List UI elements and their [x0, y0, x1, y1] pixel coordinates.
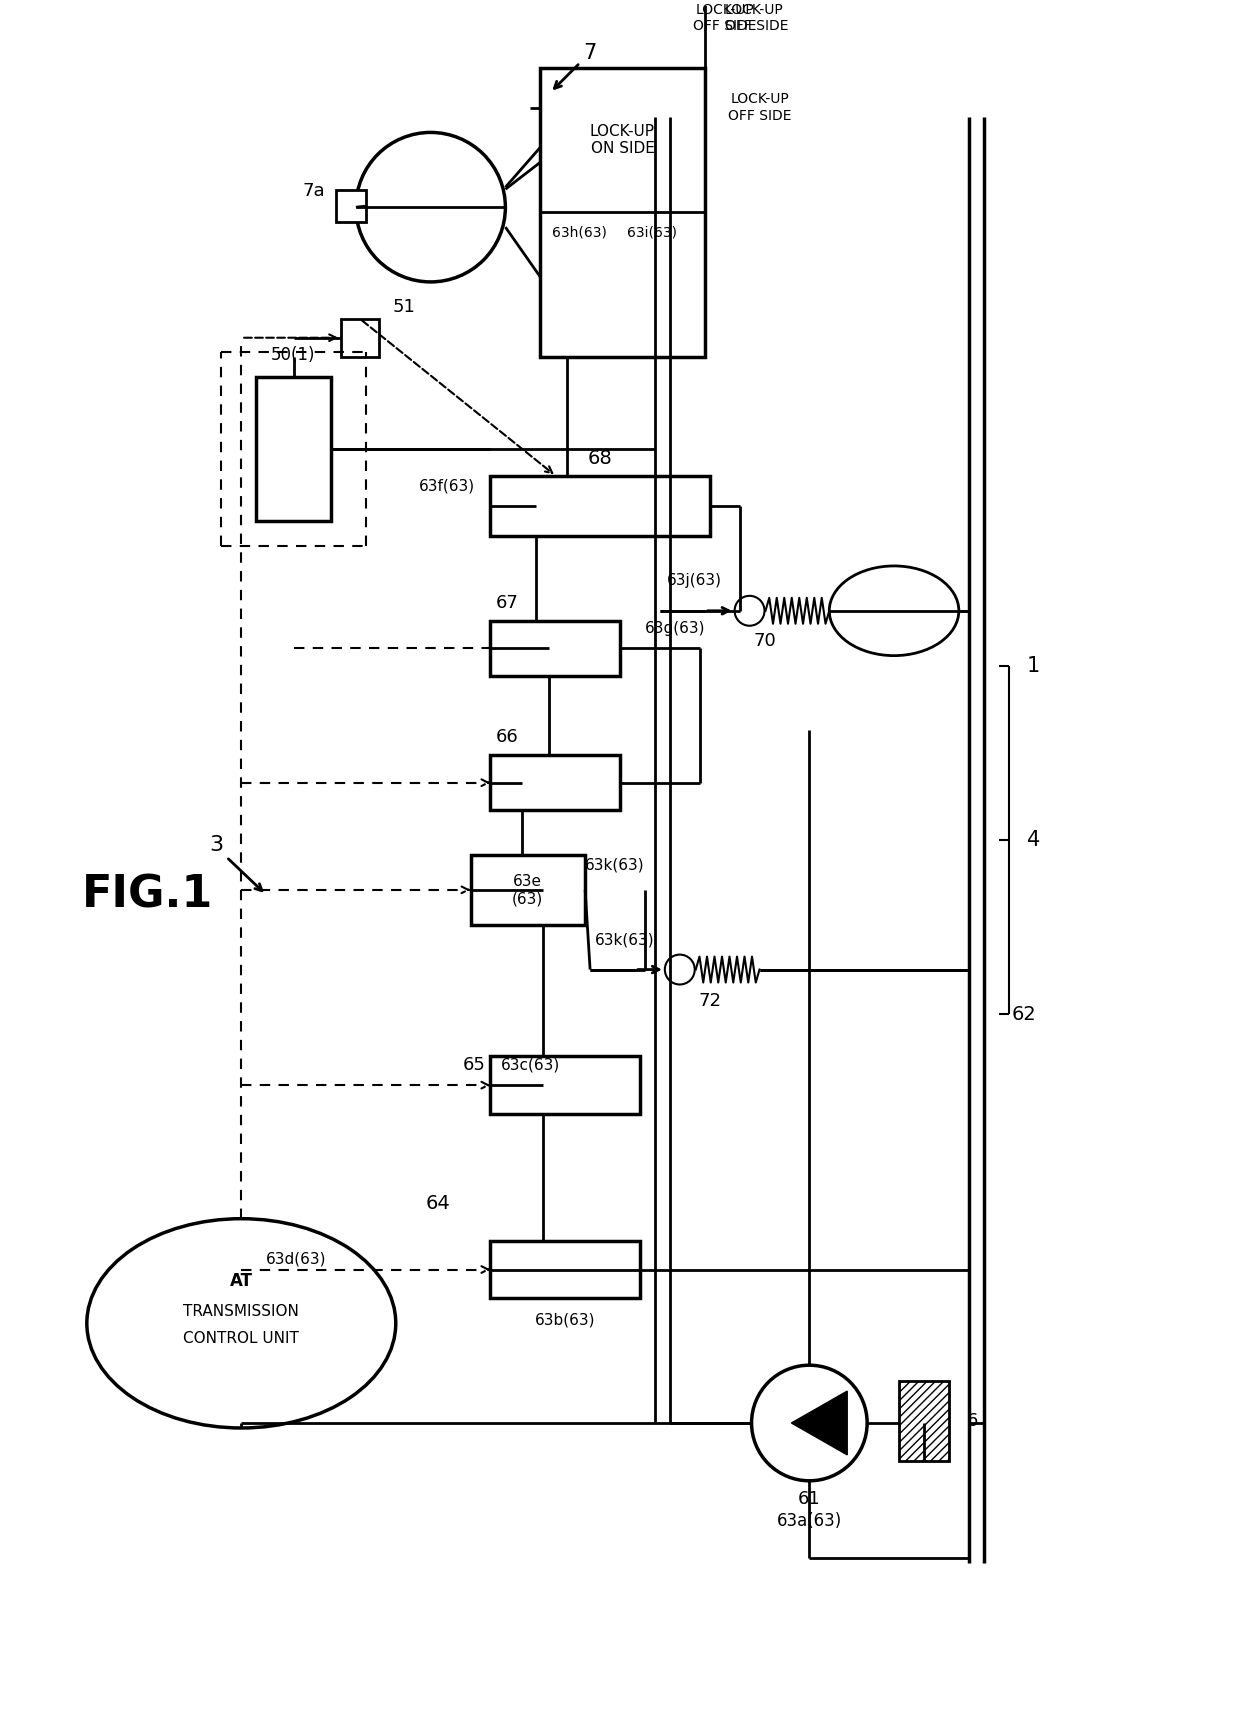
- Text: 7a: 7a: [303, 181, 325, 200]
- Bar: [899, 1382, 949, 1460]
- Text: 51: 51: [392, 298, 415, 315]
- Bar: [491, 1241, 640, 1298]
- Text: 3: 3: [210, 835, 223, 854]
- Text: 63j(63): 63j(63): [667, 574, 722, 589]
- Text: 61: 61: [799, 1489, 821, 1508]
- Text: 63e
(63): 63e (63): [512, 873, 543, 906]
- Text: 63k(63): 63k(63): [595, 931, 655, 947]
- Text: LOCK-UP
ON SIDE: LOCK-UP ON SIDE: [590, 123, 655, 156]
- Text: 66: 66: [496, 728, 518, 746]
- Bar: [336, 190, 366, 223]
- Text: 63h(63): 63h(63): [552, 224, 608, 240]
- Text: 63d(63): 63d(63): [265, 1251, 326, 1267]
- Text: 64: 64: [425, 1195, 450, 1214]
- Text: CONTROL UNIT: CONTROL UNIT: [184, 1330, 299, 1346]
- Text: 70: 70: [753, 632, 776, 649]
- Text: 63f(63): 63f(63): [419, 479, 475, 493]
- Text: 62: 62: [1012, 1005, 1035, 1024]
- Text: 72: 72: [698, 993, 722, 1010]
- Text: 7: 7: [584, 43, 596, 63]
- Text: FIG.1: FIG.1: [82, 873, 213, 916]
- Text: 63k(63): 63k(63): [585, 858, 645, 873]
- Bar: [491, 476, 709, 536]
- Text: 67: 67: [496, 594, 518, 611]
- Text: 68: 68: [588, 449, 613, 467]
- Polygon shape: [791, 1392, 847, 1455]
- Text: LOCK-UP
OFF SIDE: LOCK-UP OFF SIDE: [693, 3, 756, 33]
- Text: TRANSMISSION: TRANSMISSION: [184, 1305, 299, 1318]
- Bar: [341, 318, 379, 356]
- Bar: [257, 377, 331, 520]
- Text: AT: AT: [229, 1272, 253, 1291]
- Text: LOCK-UP
OFF SIDE: LOCK-UP OFF SIDE: [724, 3, 789, 33]
- Text: LOCK-UP
OFF SIDE: LOCK-UP OFF SIDE: [728, 92, 791, 123]
- Text: 6: 6: [967, 1412, 978, 1430]
- Bar: [541, 68, 704, 356]
- Text: 4: 4: [1027, 830, 1040, 849]
- Text: 1: 1: [1027, 656, 1040, 676]
- Text: 50(1): 50(1): [272, 346, 316, 363]
- Text: 63a(63): 63a(63): [776, 1512, 842, 1529]
- Bar: [491, 1056, 640, 1115]
- Text: 63b(63): 63b(63): [534, 1313, 595, 1329]
- Text: 63g(63): 63g(63): [645, 621, 706, 635]
- Text: 65: 65: [463, 1056, 486, 1073]
- Bar: [491, 755, 620, 810]
- Text: 63i(63): 63i(63): [627, 224, 677, 240]
- Bar: [491, 621, 620, 676]
- Text: 63c(63): 63c(63): [501, 1058, 559, 1073]
- Bar: [470, 854, 585, 924]
